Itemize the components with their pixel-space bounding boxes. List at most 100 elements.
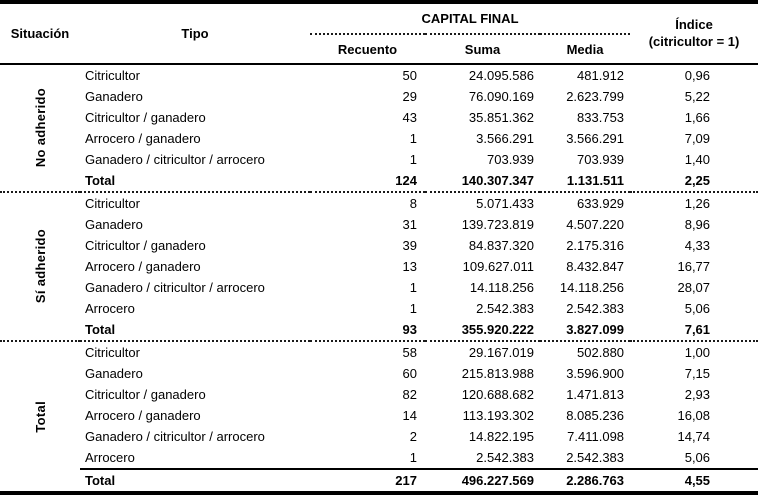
cell-indice: 28,07 (677, 280, 711, 295)
cell-media: 1.131.511 (566, 173, 625, 188)
cell-indice: 0,96 (684, 68, 711, 83)
cell-tipo: Citricultor (85, 68, 140, 83)
cell-recuento: 39 (402, 238, 417, 253)
cell-recuento: 43 (402, 110, 417, 125)
col-header-tipo: Tipo (181, 26, 209, 41)
cell-tipo: Total (85, 322, 116, 337)
cell-suma: 355.920.222 (461, 322, 534, 337)
table-row: Arrocero / ganadero 1 3.566.291 3.566.291 7,… (0, 128, 758, 149)
indice-header-line2: (citricultor = 1) (648, 33, 740, 49)
cell-media: 3.596.900 (566, 366, 625, 381)
table-row: Ganadero / citricultor / arrocero 1 703.93… (0, 149, 758, 170)
cell-media: 481.912 (577, 68, 625, 83)
cell-suma: 14.822.195 (468, 429, 534, 444)
cell-recuento: 14 (402, 408, 417, 423)
cell-indice: 7,15 (684, 366, 711, 381)
cell-tipo: Ganadero (85, 89, 143, 104)
cell-media: 2.542.383 (566, 301, 625, 316)
cell-suma: 24.095.586 (468, 68, 534, 83)
cell-suma: 29.167.019 (425, 340, 540, 363)
table-row: Arrocero / ganadero 13 109.627.011 8.432.84… (0, 256, 758, 277)
cell-recuento: 1 (409, 450, 417, 465)
cell-recuento: 31 (402, 217, 417, 232)
cell-tipo: Citricultor (80, 191, 310, 214)
col-header-suma: Suma (464, 41, 501, 57)
cell-suma: 139.723.819 (461, 217, 534, 232)
group-total-row: Total 93 355.920.222 3.827.099 7,61 (0, 319, 758, 341)
cell-recuento: 50 (402, 68, 417, 83)
cell-indice: 7,09 (684, 131, 711, 146)
table-row: Arrocero / ganadero 14 113.193.302 8.085.23… (0, 405, 758, 426)
cell-tipo: Citricultor / ganadero (85, 110, 206, 125)
cell-recuento: 1 (409, 131, 417, 146)
group-label: No adherido (32, 88, 48, 168)
cell-tipo: Citricultor / ganadero (85, 238, 206, 253)
col-header-capital-final: CAPITAL FINAL (310, 2, 631, 35)
cell-recuento: 1 (409, 152, 417, 167)
group-total-row: Total 124 140.307.347 1.131.511 2,25 (0, 170, 758, 192)
cell-suma: 3.566.291 (476, 131, 534, 146)
cell-suma: 2.542.383 (476, 301, 534, 316)
table-row: Ganadero 31 139.723.819 4.507.220 8,96 (0, 214, 758, 235)
col-header-media: Media (566, 41, 604, 57)
cell-media: 1.471.813 (566, 387, 625, 402)
cell-media: 7.411.098 (567, 429, 625, 444)
cell-suma: 5.071.433 (425, 191, 540, 214)
cell-tipo: Total (80, 468, 310, 493)
cell-tipo: Arrocero / ganadero (85, 259, 201, 274)
cell-suma: 215.813.988 (461, 366, 534, 381)
cell-media: 3.827.099 (566, 322, 625, 337)
cell-media: 8.085.236 (566, 408, 625, 423)
group-total-row: Total 217 496.227.569 2.286.763 4,55 (0, 468, 758, 493)
col-header-indice: Índice (citricultor = 1) (630, 2, 758, 64)
table-row: Ganadero / citricultor / arrocero 2 14.822… (0, 426, 758, 447)
cell-suma: 496.227.569 (425, 468, 540, 493)
cell-tipo: Total (85, 173, 116, 188)
cell-recuento: 1 (409, 301, 417, 316)
cell-indice: 4,55 (630, 468, 758, 493)
cell-media: 833.753 (577, 110, 625, 125)
table-row: Arrocero 1 2.542.383 2.542.383 5,06 (0, 298, 758, 319)
table-row: No adherido Citricultor 50 24.095.586 481.91… (0, 64, 758, 168)
cell-recuento: 8 (310, 191, 425, 214)
cell-indice: 1,26 (630, 191, 758, 214)
cell-indice: 2,93 (684, 387, 711, 402)
cell-tipo: Ganadero / citricultor / arrocero (85, 152, 265, 167)
cell-media: 2.623.799 (566, 89, 625, 104)
cell-indice: 1,00 (630, 340, 758, 363)
cell-indice: 16,08 (677, 408, 711, 423)
cell-media: 4.507.220 (566, 217, 625, 232)
cell-tipo: Citricultor (80, 340, 310, 363)
col-header-recuento: Recuento (337, 41, 398, 57)
cell-recuento: 2 (409, 429, 417, 444)
cell-recuento: 217 (310, 468, 425, 493)
cell-tipo: Ganadero / citricultor / arrocero (85, 429, 265, 444)
header-row-2: Recuento Suma Media (0, 34, 758, 64)
col-header-situacion: Situación (10, 26, 70, 41)
cell-indice: 7,61 (684, 322, 711, 337)
cell-recuento: 124 (395, 173, 417, 188)
cell-indice: 8,96 (684, 217, 711, 232)
cell-media: 2.175.316 (566, 238, 625, 253)
cell-tipo: Arrocero (85, 301, 135, 316)
cell-suma: 76.090.169 (468, 89, 534, 104)
table-body: No adherido Citricultor 50 24.095.586 481.91… (0, 64, 758, 493)
cell-tipo: Ganadero (85, 366, 143, 381)
cell-suma: 35.851.362 (468, 110, 534, 125)
cell-suma: 120.688.682 (461, 387, 534, 402)
table-row: Total Citricultor 58 29.167.019 502.880 1,00 (0, 340, 758, 493)
cell-suma: 2.542.383 (476, 450, 534, 465)
cell-recuento: 82 (402, 387, 417, 402)
cell-media: 14.118.256 (559, 280, 625, 295)
cell-recuento: 1 (409, 280, 417, 295)
cell-recuento: 93 (402, 322, 417, 337)
cell-media: 3.566.291 (566, 131, 625, 146)
table-row: Ganadero 60 215.813.988 3.596.900 7,15 (0, 363, 758, 384)
group-label-cell: Sí adherido (0, 191, 80, 341)
cell-indice: 14,74 (677, 429, 711, 444)
cell-media: 8.432.847 (566, 259, 625, 274)
cell-indice: 1,66 (684, 110, 711, 125)
cell-suma: 703.939 (487, 152, 534, 167)
cell-media: 703.939 (577, 152, 625, 167)
